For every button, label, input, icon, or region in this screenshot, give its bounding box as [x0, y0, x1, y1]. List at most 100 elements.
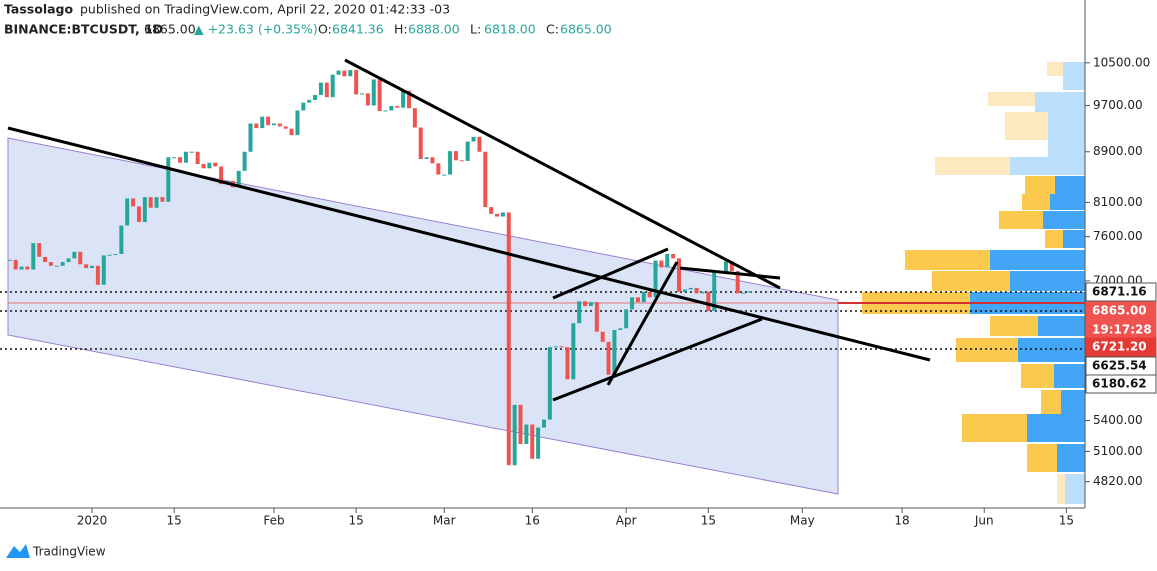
candle [653, 260, 658, 298]
y-tick-label: 8900.00 [1093, 144, 1143, 158]
candle [659, 260, 664, 268]
candle [712, 272, 717, 311]
candle [588, 302, 593, 307]
candle [101, 255, 106, 285]
candle [682, 289, 687, 292]
candle [424, 157, 429, 160]
candle [107, 254, 112, 256]
candle [136, 206, 141, 223]
candle [741, 292, 746, 294]
candle [459, 160, 464, 162]
candle [318, 82, 323, 95]
x-tick-label: 15 [167, 514, 182, 528]
x-tick-label: 15 [1059, 514, 1074, 528]
candle [195, 151, 200, 164]
candle [84, 264, 89, 269]
channel [7, 137, 839, 495]
candle [489, 207, 494, 214]
price-label: 6871.16 [1092, 285, 1147, 299]
price-label: 6721.20 [1092, 340, 1147, 354]
candle [219, 166, 224, 185]
x-tick-label: 15 [349, 514, 364, 528]
candle [131, 198, 136, 207]
candle [324, 82, 329, 98]
candle [483, 151, 488, 208]
change: ▲ +23.63 (+0.35%) [194, 22, 318, 37]
candle [389, 105, 394, 111]
candle [354, 70, 359, 95]
price-label: 19:17:28 [1092, 323, 1152, 337]
candle [453, 151, 458, 161]
price-label: 6180.62 [1092, 377, 1147, 391]
ohlc-value: 6888.00 [408, 22, 460, 37]
candle [125, 198, 130, 226]
candle [154, 197, 159, 208]
candle [248, 123, 253, 152]
candle [401, 90, 406, 108]
candle [665, 253, 670, 268]
price-axis [1085, 0, 1157, 508]
candle [260, 116, 265, 129]
candle [48, 262, 53, 266]
price-label: 6625.54 [1092, 359, 1147, 373]
price-label-box [1085, 374, 1157, 394]
candle [189, 151, 194, 153]
candle [600, 331, 605, 342]
last-price: 6865.00 [144, 22, 196, 37]
candle [207, 162, 212, 169]
author: Tassolago [4, 2, 73, 17]
candle [700, 291, 705, 294]
trendlines [7, 58, 931, 402]
candle [236, 170, 241, 188]
candle [747, 291, 752, 293]
candle [142, 197, 147, 223]
brand: TradingView [32, 545, 106, 559]
candle [565, 347, 570, 380]
logo [6, 544, 30, 558]
y-tick-label: 5400.00 [1093, 413, 1143, 427]
symbol: BINANCE:BTCUSDT, 1D [4, 22, 163, 37]
candle [442, 174, 447, 176]
candle [606, 341, 611, 375]
price-label-box [1085, 282, 1157, 302]
candle [90, 265, 94, 269]
ohlc-key: C: [546, 22, 559, 37]
y-tick-label: 10500.00 [1093, 55, 1150, 69]
candle [630, 297, 635, 310]
candle [360, 93, 365, 95]
y-tick-label: 8100.00 [1093, 195, 1143, 209]
candle [618, 328, 623, 330]
candle [541, 419, 546, 428]
published: published on TradingView.com, April 22, … [80, 2, 450, 17]
candle [735, 271, 740, 294]
ohlc-key: O: [318, 22, 332, 37]
candle [25, 266, 30, 270]
candle [365, 93, 370, 106]
candle [729, 261, 734, 272]
candle [283, 126, 288, 129]
candle [624, 309, 629, 329]
candle [72, 251, 77, 259]
candle [612, 329, 617, 375]
candle [113, 253, 118, 255]
ohlc-value: 6818.00 [484, 22, 536, 37]
candle [577, 301, 582, 324]
candle [383, 110, 388, 112]
candle [547, 347, 552, 420]
candle [594, 302, 599, 332]
candle [536, 427, 541, 459]
x-tick-label: Apr [616, 514, 637, 528]
candle [183, 151, 188, 163]
candle [694, 287, 699, 294]
candle [289, 128, 294, 136]
candle [671, 253, 676, 259]
candle [78, 251, 83, 265]
x-tick-label: May [790, 514, 815, 528]
candle [500, 212, 505, 217]
candle [571, 323, 576, 380]
price-label: 6865.00 [1092, 304, 1147, 318]
price-label-box [1085, 337, 1157, 357]
volume-profile [862, 62, 1085, 504]
candle [706, 291, 711, 311]
price-label-box [1085, 301, 1157, 321]
